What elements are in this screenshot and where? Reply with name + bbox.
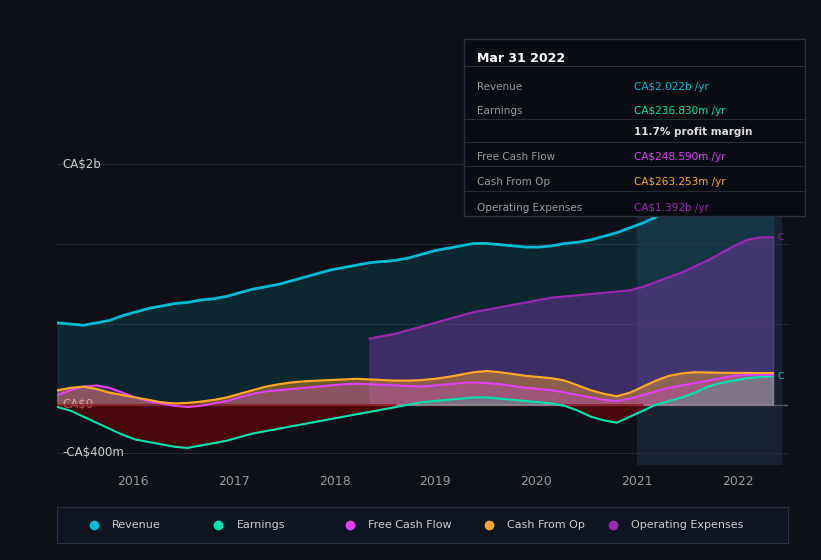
Text: CA$236.830m /yr: CA$236.830m /yr [635, 106, 726, 116]
Text: Operating Expenses: Operating Expenses [631, 520, 744, 530]
Text: CA$263.253m /yr: CA$263.253m /yr [635, 177, 726, 187]
Text: CA$2b: CA$2b [62, 157, 101, 171]
Text: Free Cash Flow: Free Cash Flow [478, 152, 556, 162]
Text: Revenue: Revenue [478, 82, 523, 91]
Text: C: C [777, 157, 783, 166]
Text: Revenue: Revenue [112, 520, 161, 530]
Text: Cash From Op: Cash From Op [507, 520, 585, 530]
Text: CA$1.392b /yr: CA$1.392b /yr [635, 203, 709, 213]
Text: Mar 31 2022: Mar 31 2022 [478, 52, 566, 64]
Text: 11.7% profit margin: 11.7% profit margin [635, 128, 753, 137]
Text: CA$248.590m /yr: CA$248.590m /yr [635, 152, 726, 162]
Text: C: C [777, 372, 783, 381]
Bar [637, 140, 781, 465]
Text: Operating Expenses: Operating Expenses [478, 203, 583, 213]
Text: Earnings: Earnings [478, 106, 523, 116]
Text: Earnings: Earnings [236, 520, 285, 530]
Text: CA$0: CA$0 [62, 398, 94, 411]
Text: -CA$400m: -CA$400m [62, 446, 125, 459]
Text: CA$2.022b /yr: CA$2.022b /yr [635, 82, 709, 91]
Text: C: C [777, 233, 783, 242]
Text: Free Cash Flow: Free Cash Flow [368, 520, 452, 530]
Text: Cash From Op: Cash From Op [478, 177, 551, 187]
